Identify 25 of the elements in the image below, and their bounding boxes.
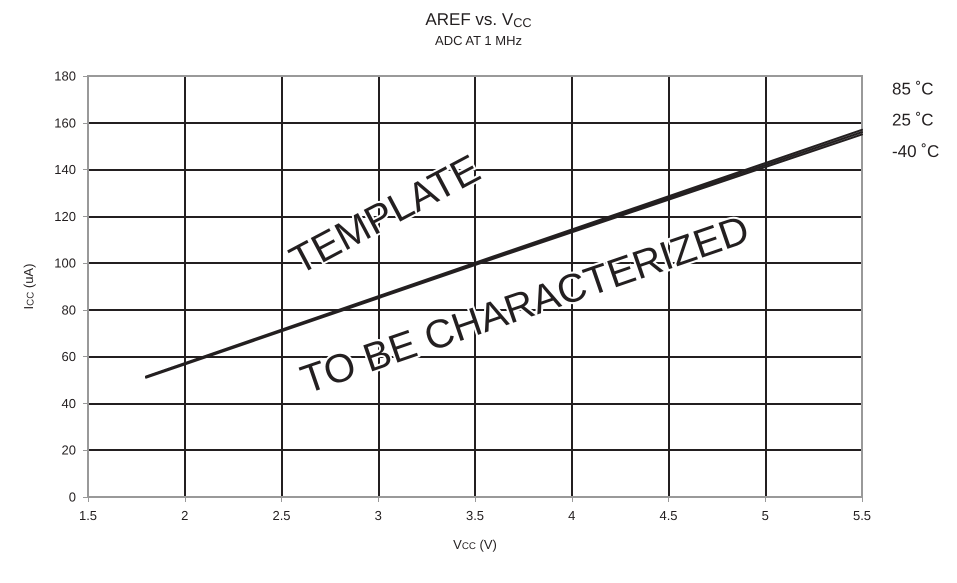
series-label: -40 ˚C	[892, 142, 940, 161]
y-axis-title: ICC (uA)	[21, 264, 36, 310]
y-tick-label: 100	[54, 256, 76, 271]
y-tick-label: 0	[68, 490, 76, 504]
series-label: 25 ˚C	[892, 110, 934, 130]
x-tick-label: 3	[374, 508, 382, 523]
y-tick-label: 20	[62, 442, 76, 458]
y-tick-label: 160	[54, 115, 76, 130]
x-tick-label: 4.5	[659, 508, 678, 523]
text: 85 ˚C	[892, 79, 934, 98]
y-tick-label: 140	[54, 162, 76, 178]
x-tick-label: 4	[568, 508, 576, 523]
x-tick-label: 3.5	[466, 508, 484, 523]
y-tick-label: 120	[54, 208, 76, 224]
x-tick-label: 5.5	[852, 508, 872, 523]
x-tick-label: 2.5	[272, 508, 291, 523]
x-tick-label: 5	[762, 508, 769, 523]
y-tick-label: 60	[62, 349, 76, 364]
x-axis-title: VCC (V)	[453, 536, 497, 552]
y-tick-label: 180	[54, 68, 76, 84]
x-tick-label: 2	[181, 508, 188, 523]
y-tick-label: 80	[62, 302, 76, 318]
chart-subtitle: ADC AT 1 MHz	[435, 32, 522, 48]
x-tick-label: 1.5	[78, 508, 98, 523]
y-tick-label: 40	[62, 396, 76, 411]
